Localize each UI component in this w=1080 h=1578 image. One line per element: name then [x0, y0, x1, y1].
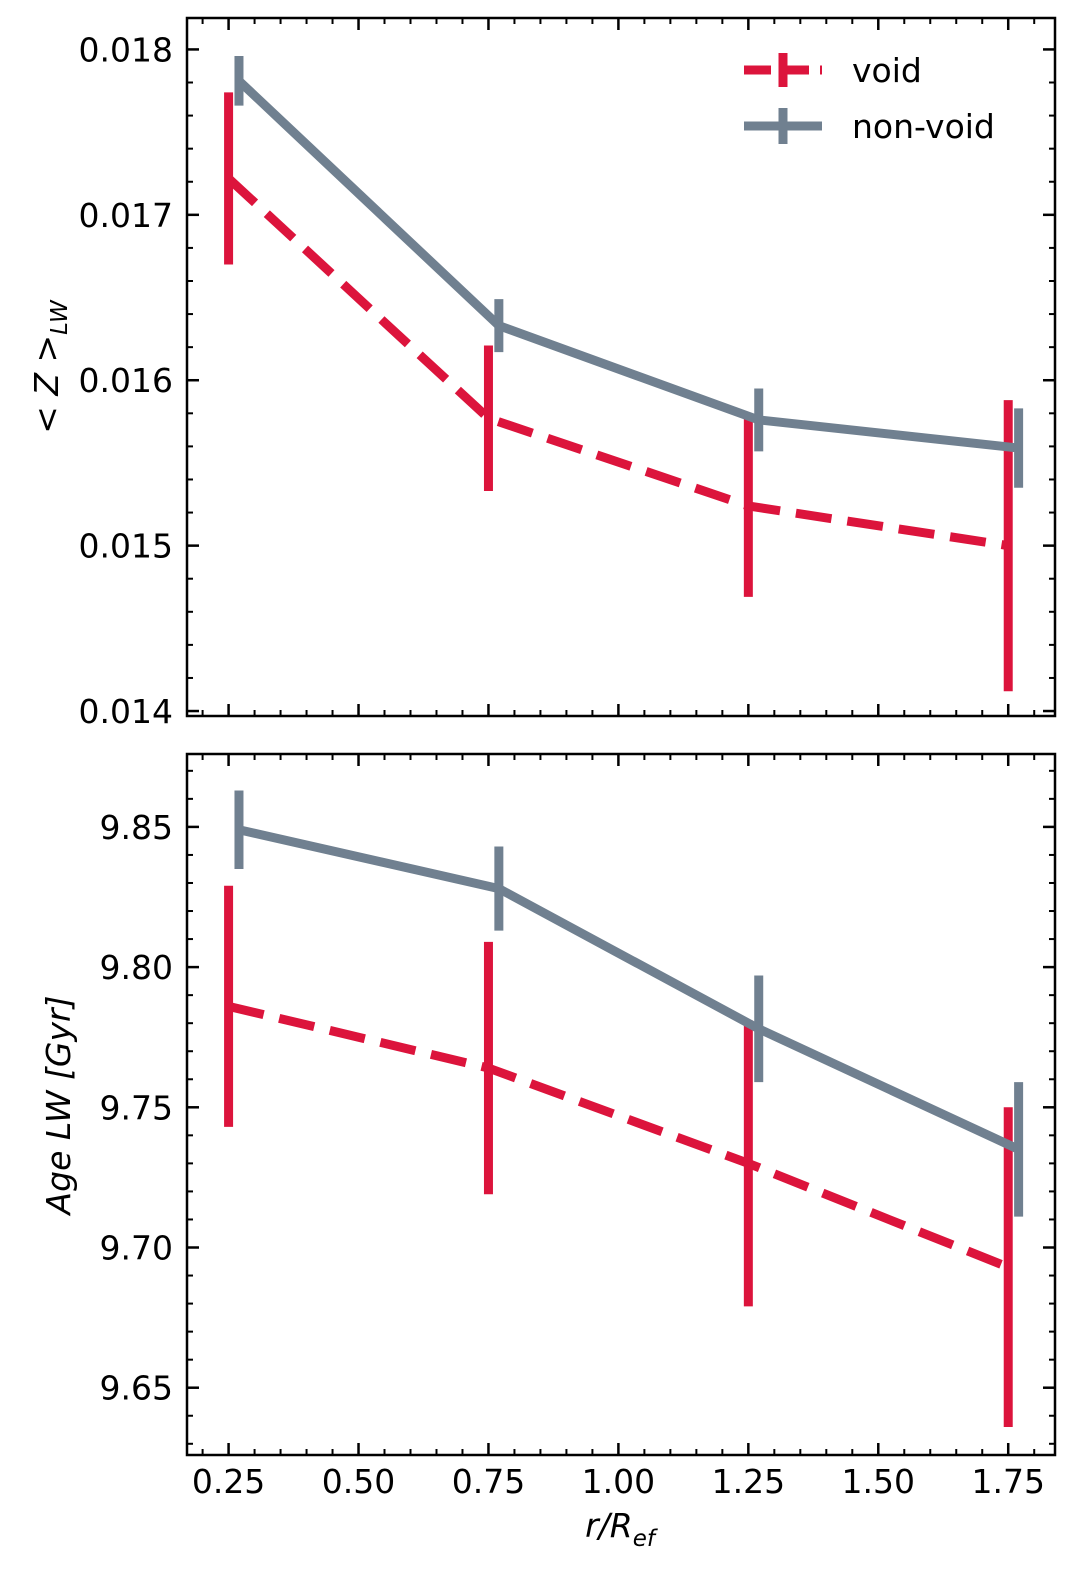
metallicity-void-point	[747, 505, 749, 507]
metallicity-series	[224, 56, 1024, 692]
age-void-point	[1007, 1266, 1009, 1268]
age-void-series-line	[227, 1001, 1010, 1272]
metallicity-y-axis-label: < Z >LW	[27, 299, 73, 434]
x-tick-label: 0.75	[452, 1462, 525, 1501]
metallicity-void-point	[1007, 545, 1009, 547]
y-tick-label: 0.015	[79, 527, 173, 566]
age-panel: 0.25 0.50 0.75 1.00 1.25 1.50 1.75 9.65 9.70 9.75…	[39, 752, 1057, 1552]
y-tick-label: 9.85	[100, 808, 173, 847]
metallicity-axes-frame	[185, 16, 1057, 718]
age-void-point	[747, 1162, 749, 1164]
metallicity-y-axis-label-sub: LW	[47, 299, 73, 335]
x-tick-label: 1.00	[582, 1462, 655, 1501]
age-non-void-point	[498, 888, 500, 890]
x-tick-label: 0.25	[192, 1462, 265, 1501]
y-tick-label: 0.018	[79, 30, 173, 69]
legend-void-label: void	[852, 51, 922, 90]
x-tick-label: 1.50	[842, 1462, 915, 1501]
age-non-void-series-line	[237, 825, 1021, 1154]
legend: void non-void	[744, 51, 995, 146]
metallicity-non-void-point	[498, 325, 500, 327]
metallicity-y-axis-label-main: < Z >	[27, 335, 66, 434]
age-x-axis-label-main: r/R	[585, 1506, 633, 1545]
metallicity-non-void-point	[1018, 447, 1020, 449]
y-tick-label: 0.016	[79, 361, 173, 400]
age-axes-frame	[185, 752, 1057, 1457]
age-x-axis-label: r/Ref	[585, 1506, 658, 1552]
legend-non-void-label: non-void	[852, 107, 995, 146]
metallicity-non-void-point	[238, 80, 240, 82]
age-void-point	[487, 1067, 489, 1069]
y-tick-label: 0.014	[79, 692, 173, 731]
x-tick-label: 0.50	[322, 1462, 395, 1501]
age-ticks: 0.25 0.50 0.75 1.00 1.25 1.50 1.75 9.65 9.70 9.75…	[100, 754, 1055, 1501]
metallicity-void-point	[228, 177, 230, 179]
age-non-void-point	[758, 1028, 760, 1030]
x-tick-label: 1.25	[712, 1462, 785, 1501]
age-x-axis-label-sub: ef	[633, 1526, 658, 1552]
y-tick-label: 9.75	[100, 1088, 173, 1127]
metallicity-non-void-series-line	[235, 77, 1020, 453]
metallicity-ticks: 0.014 0.015 0.016 0.017 0.018	[79, 18, 1055, 731]
metallicity-void-series-line	[225, 175, 1009, 551]
metallicity-non-void-point	[758, 419, 760, 421]
age-non-void-point	[238, 829, 240, 831]
y-tick-label: 9.70	[100, 1229, 173, 1268]
age-void-point	[228, 1005, 230, 1007]
age-series	[224, 790, 1024, 1427]
metallicity-void-point	[487, 417, 489, 419]
y-tick-label: 9.65	[100, 1369, 173, 1408]
age-y-axis-label: Age LW [Gyr]	[39, 996, 78, 1217]
x-tick-label: 1.75	[971, 1462, 1044, 1501]
y-tick-label: 9.80	[100, 948, 173, 987]
age-non-void-point	[1018, 1148, 1020, 1150]
y-tick-label: 0.017	[79, 196, 173, 235]
metallicity-panel: 0.014 0.015 0.016 0.017 0.018 < Z >LW void n…	[27, 16, 1057, 731]
